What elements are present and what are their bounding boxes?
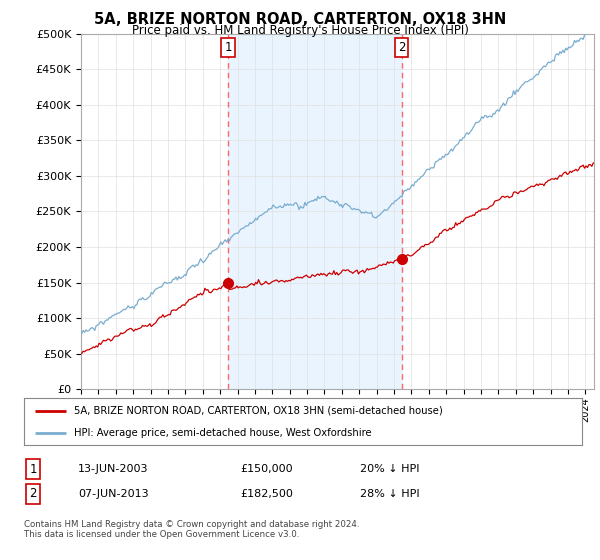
- Bar: [228, 34, 401, 389]
- Text: 07-JUN-2013: 07-JUN-2013: [78, 489, 149, 499]
- Text: 1: 1: [224, 41, 232, 54]
- Text: 2: 2: [398, 41, 406, 54]
- Text: 5A, BRIZE NORTON ROAD, CARTERTON, OX18 3HN (semi-detached house): 5A, BRIZE NORTON ROAD, CARTERTON, OX18 3…: [74, 406, 443, 416]
- Text: 28% ↓ HPI: 28% ↓ HPI: [360, 489, 419, 499]
- Text: 1: 1: [29, 463, 37, 476]
- Text: Contains HM Land Registry data © Crown copyright and database right 2024.
This d: Contains HM Land Registry data © Crown c…: [24, 520, 359, 539]
- Text: £150,000: £150,000: [240, 464, 293, 474]
- Text: 13-JUN-2003: 13-JUN-2003: [78, 464, 149, 474]
- Text: 5A, BRIZE NORTON ROAD, CARTERTON, OX18 3HN: 5A, BRIZE NORTON ROAD, CARTERTON, OX18 3…: [94, 12, 506, 27]
- Text: HPI: Average price, semi-detached house, West Oxfordshire: HPI: Average price, semi-detached house,…: [74, 428, 372, 438]
- Text: 20% ↓ HPI: 20% ↓ HPI: [360, 464, 419, 474]
- Text: £182,500: £182,500: [240, 489, 293, 499]
- Text: 2: 2: [29, 487, 37, 501]
- Text: Price paid vs. HM Land Registry's House Price Index (HPI): Price paid vs. HM Land Registry's House …: [131, 24, 469, 37]
